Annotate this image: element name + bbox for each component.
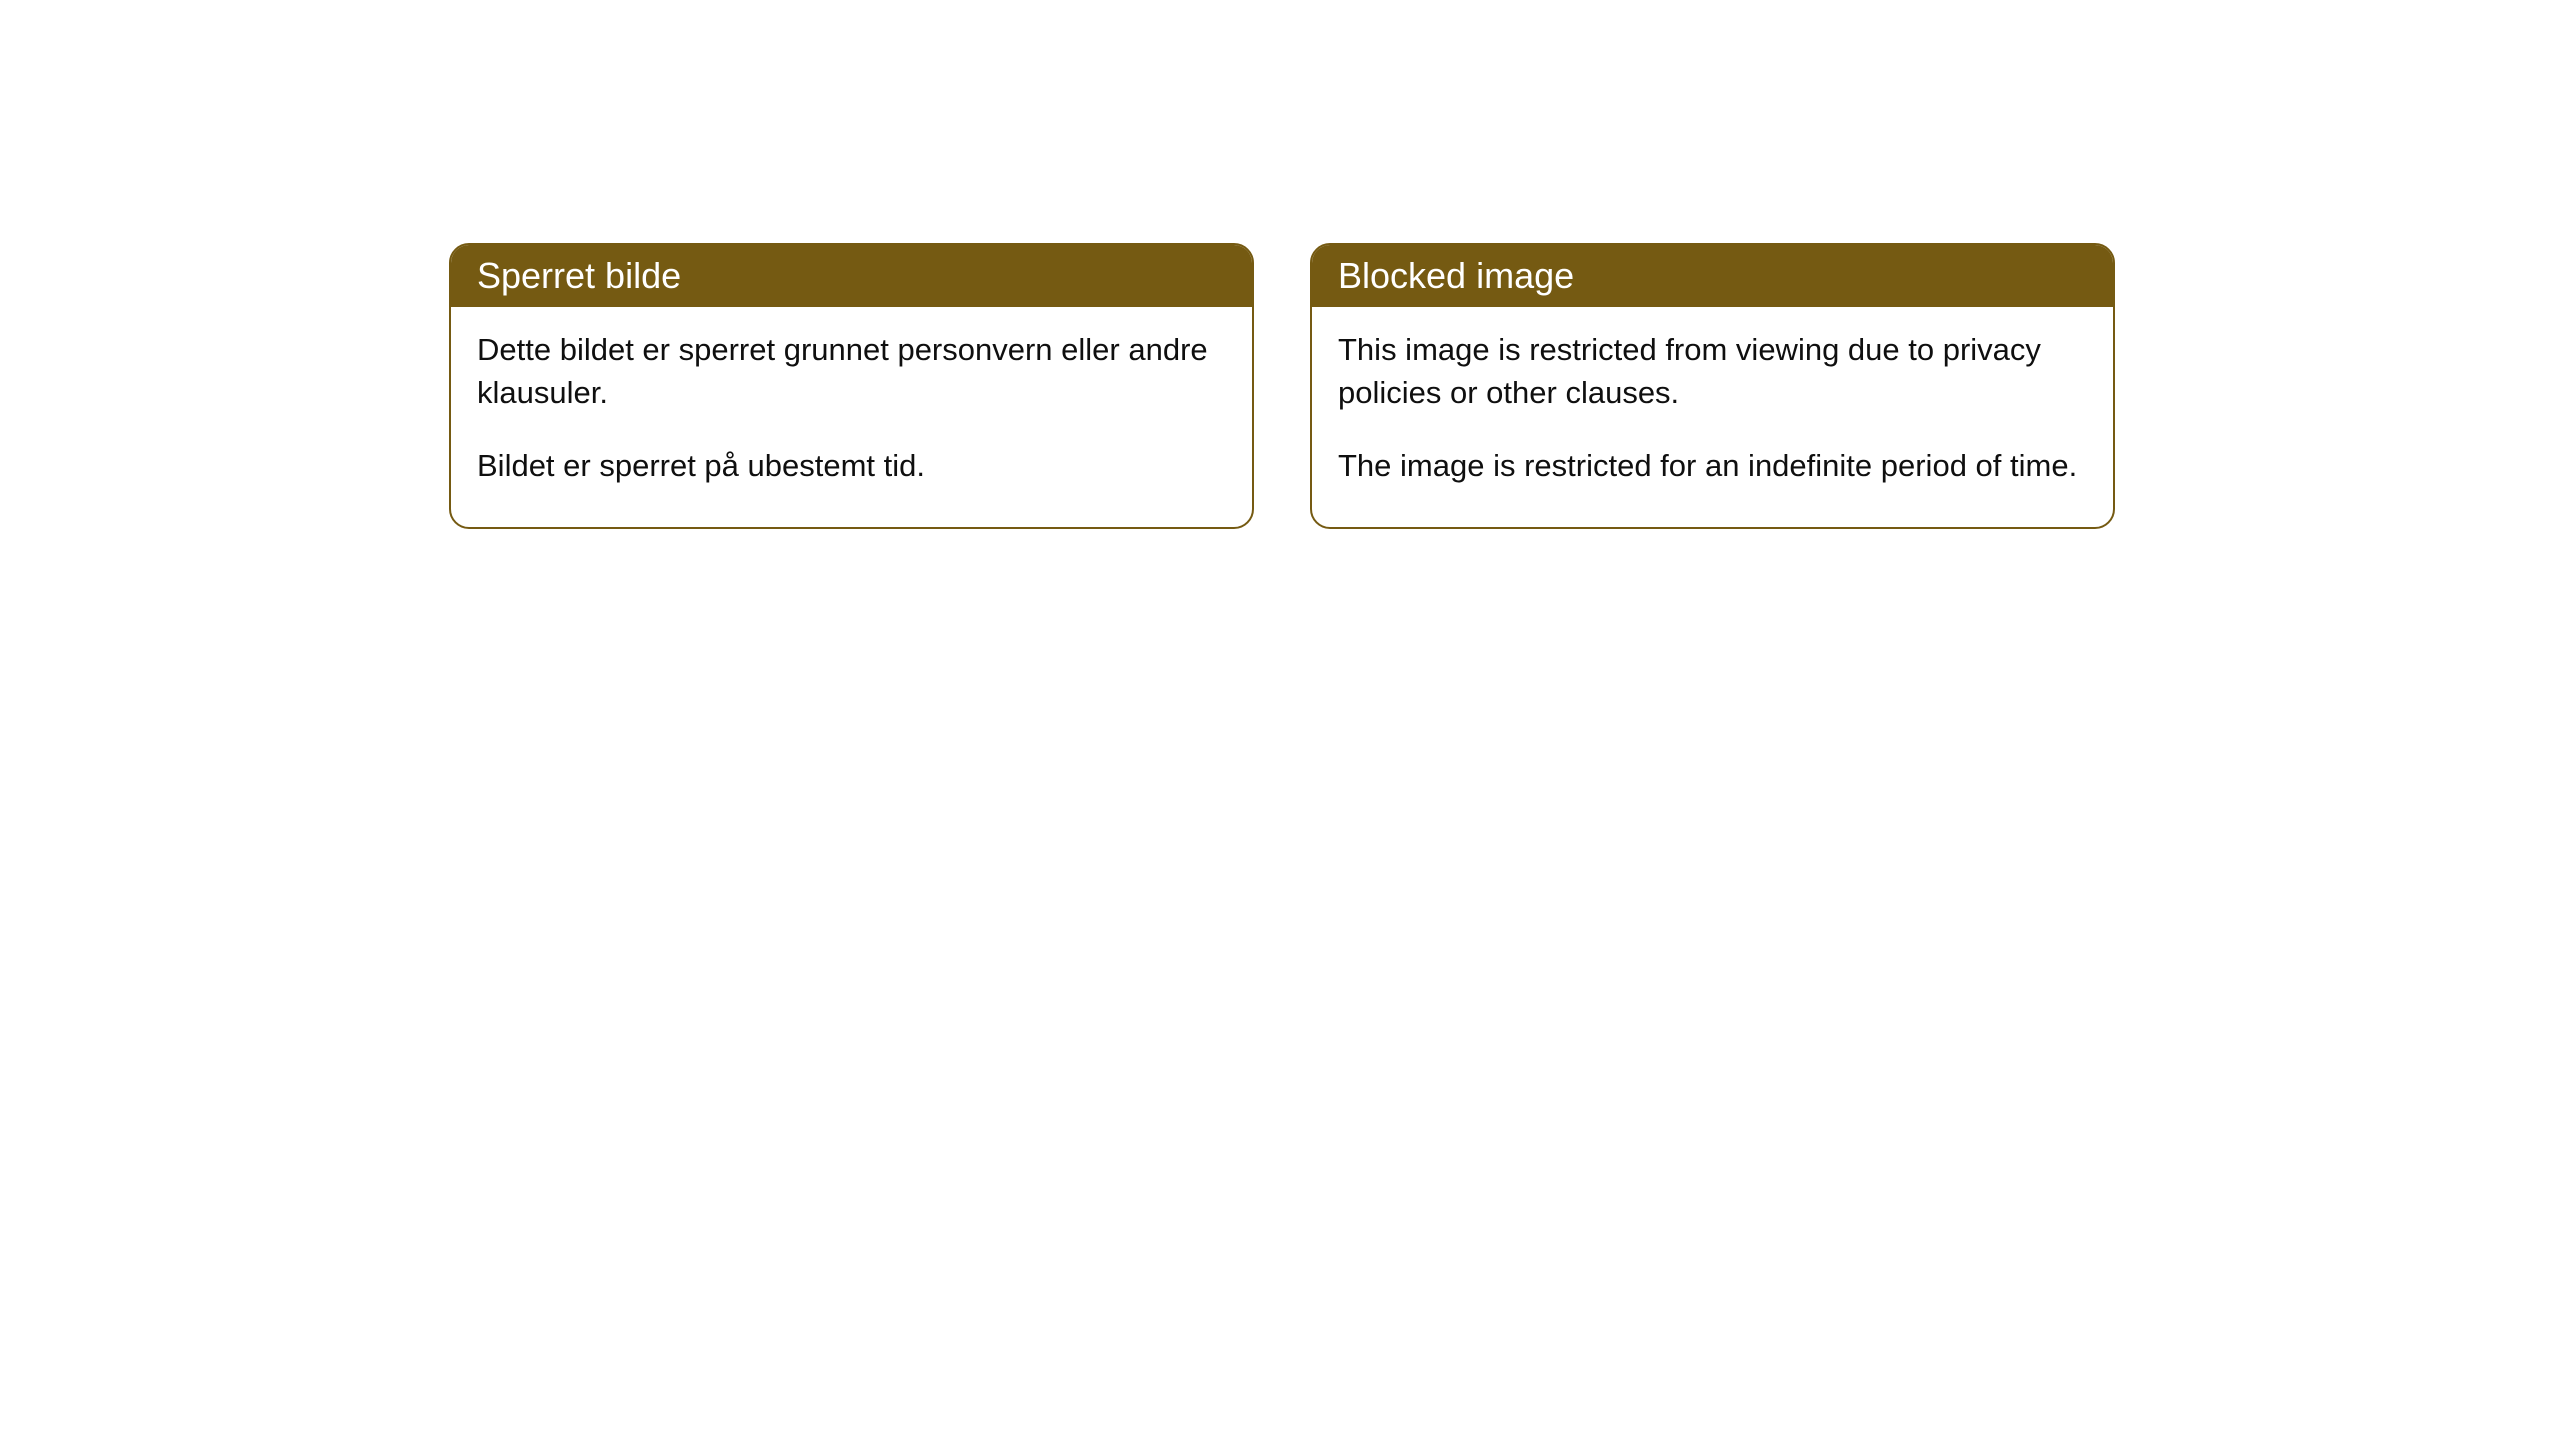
card-paragraph: This image is restricted from viewing du…: [1338, 329, 2087, 415]
card-paragraph: Dette bildet er sperret grunnet personve…: [477, 329, 1226, 415]
notice-card-norwegian: Sperret bilde Dette bildet er sperret gr…: [449, 243, 1254, 529]
card-body-english: This image is restricted from viewing du…: [1312, 307, 2113, 527]
card-paragraph: The image is restricted for an indefinit…: [1338, 445, 2087, 488]
notice-card-english: Blocked image This image is restricted f…: [1310, 243, 2115, 529]
card-body-norwegian: Dette bildet er sperret grunnet personve…: [451, 307, 1252, 527]
card-title: Blocked image: [1338, 255, 1574, 296]
card-paragraph: Bildet er sperret på ubestemt tid.: [477, 445, 1226, 488]
card-header-english: Blocked image: [1312, 245, 2113, 307]
card-header-norwegian: Sperret bilde: [451, 245, 1252, 307]
notice-cards-container: Sperret bilde Dette bildet er sperret gr…: [449, 243, 2115, 529]
card-title: Sperret bilde: [477, 255, 681, 296]
